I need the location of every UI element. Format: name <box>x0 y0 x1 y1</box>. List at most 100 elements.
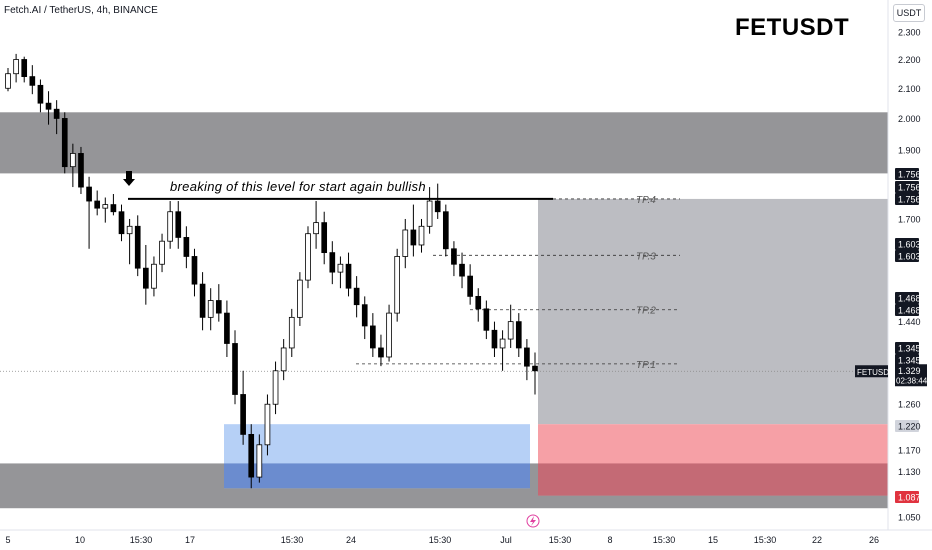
price-badge-label: 1.345 <box>898 344 921 354</box>
candle-body <box>345 263 352 289</box>
x-tick-label: 22 <box>812 535 822 545</box>
candle-body <box>264 403 271 446</box>
symbol-tag-label: FETUSDT <box>857 368 894 377</box>
price-badge-label: 1.603 <box>898 252 921 262</box>
price-badge-label: 1.087 <box>898 493 921 503</box>
x-tick-label: 15 <box>708 535 718 545</box>
breakout-annotation: breaking of this level for start again b… <box>170 179 426 194</box>
candle-body <box>442 211 449 250</box>
candle-body <box>378 347 384 358</box>
candle-body <box>272 370 279 405</box>
x-tick-label: 10 <box>75 535 85 545</box>
candle-body <box>61 118 68 168</box>
zones-layer <box>0 112 888 509</box>
zone-target <box>538 198 888 425</box>
price-badge-label: 1.468 <box>898 294 921 304</box>
x-tick-label: Jul <box>500 535 512 545</box>
price-badge <box>895 354 919 366</box>
y-tick-label: 2.100 <box>898 84 921 94</box>
candle-body <box>475 295 482 310</box>
candle-body <box>232 343 238 395</box>
chart-title: Fetch.AI / TetherUS, 4h, BINANCE <box>4 5 158 16</box>
price-badge <box>895 491 919 503</box>
candle-body <box>507 321 514 340</box>
candle-body <box>94 200 101 209</box>
candle-body <box>353 287 360 306</box>
candle-body <box>45 102 52 110</box>
price-axis-bg <box>888 0 932 550</box>
candle-body <box>394 256 401 314</box>
candles-layer <box>5 53 538 489</box>
x-tick-label: 15:30 <box>653 535 676 545</box>
candle-body <box>248 434 255 478</box>
x-tick-label: 15:30 <box>754 535 777 545</box>
candle-body <box>224 312 230 344</box>
candle-body <box>370 325 376 349</box>
candle-body <box>21 59 28 77</box>
x-tick-label: 15:30 <box>429 535 452 545</box>
target-label: TP.1 <box>636 360 656 371</box>
y-tick-label: 1.260 <box>898 400 921 410</box>
candle-body <box>126 225 133 235</box>
price-badge-label: 1.756 <box>898 170 921 180</box>
candle-body <box>337 263 344 273</box>
candle-body <box>434 200 441 213</box>
target-label: TP.2 <box>636 306 656 317</box>
y-tick-label: 1.050 <box>898 513 921 523</box>
x-tick-label: 24 <box>346 535 356 545</box>
price-badge-label: 1.603 <box>898 240 921 250</box>
price-badge <box>895 342 919 354</box>
candle-body <box>256 444 263 478</box>
candle-body <box>313 222 319 235</box>
candle-body <box>86 186 92 202</box>
y-tick-label: 1.440 <box>898 317 921 327</box>
candle-body <box>215 300 222 314</box>
candle-body <box>5 73 11 89</box>
candle-body <box>151 263 157 289</box>
candle-body <box>361 304 368 327</box>
y-tick-label: 2.300 <box>898 28 921 38</box>
candle-body <box>499 338 506 349</box>
price-badge <box>895 168 919 180</box>
candle-body <box>459 263 465 277</box>
x-tick-label: 17 <box>185 535 195 545</box>
x-tick-label: 26 <box>869 535 879 545</box>
x-tick-label: 15:30 <box>549 535 572 545</box>
price-badge-label: 1.756 <box>898 195 921 205</box>
candle-body <box>134 225 141 269</box>
candle-body <box>297 279 303 318</box>
candle-body <box>167 211 173 242</box>
price-badge <box>895 238 919 250</box>
candle-body <box>386 312 392 358</box>
candle-body <box>410 229 417 246</box>
lightning-glyph <box>530 516 536 526</box>
target-label: TP.3 <box>636 251 656 262</box>
symbol-tag <box>855 365 888 378</box>
zone-overlap-demand-support <box>224 463 530 489</box>
y-tick-label: 1.900 <box>898 146 921 156</box>
price-badge <box>895 181 919 193</box>
candle-body <box>532 365 538 372</box>
countdown-value: 02:38:44 <box>896 376 928 385</box>
candle-body <box>110 204 117 213</box>
x-tick-label: 15:30 <box>281 535 304 545</box>
zone-overlap-stop-support <box>538 463 888 496</box>
candle-body <box>483 308 490 331</box>
last-price-badge <box>895 364 927 387</box>
lines-layer: TP.4 TP.3 TP.2 TP.1 <box>0 171 888 372</box>
zone-resistance <box>0 112 888 174</box>
candle-body <box>53 108 60 119</box>
candle-body <box>240 394 246 435</box>
price-badge <box>895 292 919 304</box>
currency-button[interactable]: USDT <box>893 4 925 22</box>
target-label: TP.4 <box>636 195 656 206</box>
price-badge-label: 1.756 <box>898 183 921 193</box>
y-tick-label: 1.130 <box>898 467 921 477</box>
candle-body <box>78 153 84 188</box>
candle-body <box>70 153 76 168</box>
price-badge <box>895 304 919 316</box>
price-badge <box>895 250 919 262</box>
candle-body <box>467 275 473 297</box>
